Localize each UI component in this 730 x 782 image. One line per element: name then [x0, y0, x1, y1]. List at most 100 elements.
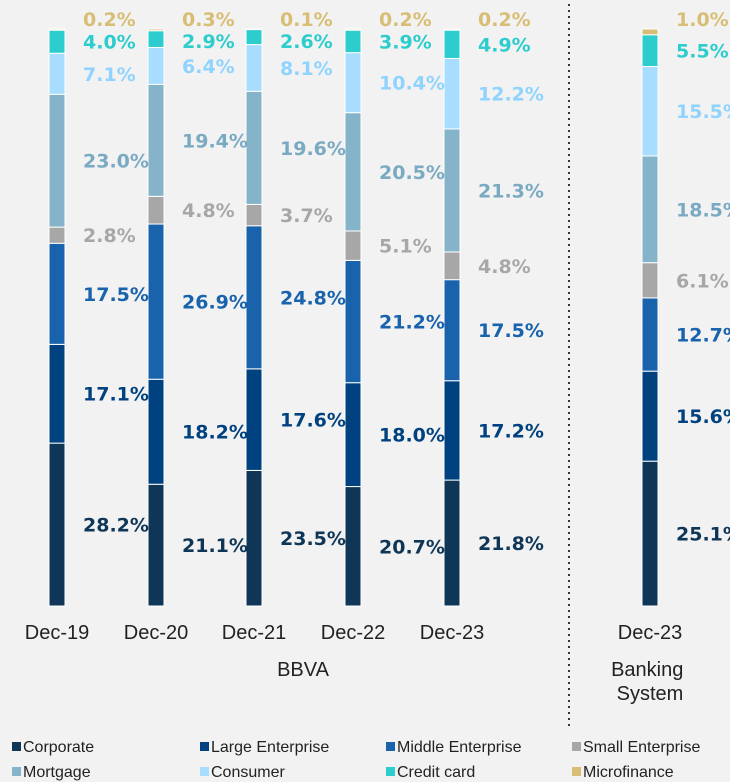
- bar-segment: [443, 380, 461, 481]
- legend-label: Consumer: [211, 764, 285, 781]
- value-label: 3.9%: [379, 31, 432, 53]
- value-label: 17.5%: [478, 320, 544, 342]
- value-label: 0.2%: [83, 9, 136, 31]
- legend-item: Corporate: [12, 739, 94, 756]
- legend-label: Mortgage: [23, 764, 91, 781]
- value-label: 17.6%: [280, 410, 346, 432]
- value-label: 21.8%: [478, 533, 544, 555]
- category-label: Dec-22: [321, 622, 385, 644]
- bar-segment: [443, 128, 461, 253]
- legend-item: Credit card: [386, 764, 475, 781]
- bar-segment: [443, 28, 461, 31]
- value-label: 15.6%: [676, 406, 730, 428]
- legend-label: Small Enterprise: [583, 739, 700, 756]
- bar-segment: [344, 486, 362, 607]
- value-label: 12.2%: [478, 84, 544, 106]
- bar-segment: [48, 93, 66, 228]
- bar-segment: [245, 203, 263, 227]
- value-label: 10.4%: [379, 73, 445, 95]
- bar-segment: [147, 223, 165, 380]
- value-label: 4.9%: [478, 34, 531, 56]
- bar-segment: [443, 57, 461, 130]
- legend-label: Microfinance: [583, 764, 674, 781]
- legend-swatch: [386, 742, 395, 751]
- bar-segment: [147, 30, 165, 48]
- bar-segment: [48, 343, 66, 444]
- bar-segment: [641, 370, 659, 462]
- legend-item: Middle Enterprise: [386, 739, 522, 756]
- category-label: Dec-19: [25, 622, 89, 644]
- bar-segment: [344, 259, 362, 384]
- bar-segment: [641, 28, 659, 36]
- legend-item: Mortgage: [12, 764, 91, 781]
- value-label: 17.2%: [478, 420, 544, 442]
- value-label: 17.1%: [83, 384, 149, 406]
- value-label: 4.8%: [478, 256, 531, 278]
- legend-swatch: [572, 767, 581, 776]
- value-label: 18.2%: [182, 422, 248, 444]
- value-label: 21.2%: [379, 312, 445, 334]
- legend-label: Large Enterprise: [211, 739, 329, 756]
- value-label: 2.8%: [83, 225, 136, 247]
- value-label: 0.3%: [182, 9, 235, 31]
- bar-segment: [245, 225, 263, 370]
- bar-segment: [344, 28, 362, 31]
- bar-segment: [443, 279, 461, 382]
- bar-segment: [245, 29, 263, 46]
- value-label: 23.0%: [83, 151, 149, 173]
- category-label: Dec-20: [124, 622, 188, 644]
- legend-swatch: [200, 742, 209, 751]
- bar-segment: [245, 44, 263, 92]
- legend-item: Large Enterprise: [200, 739, 329, 756]
- legend-swatch: [12, 767, 21, 776]
- legend-label: Credit card: [397, 764, 475, 781]
- bar-segment: [245, 368, 263, 471]
- value-label: 17.5%: [83, 284, 149, 306]
- bar-segment: [641, 297, 659, 372]
- legend-swatch: [572, 742, 581, 751]
- legend-label: Corporate: [23, 739, 94, 756]
- bar-segment: [344, 52, 362, 114]
- value-label: 25.1%: [676, 524, 730, 546]
- value-label: 6.1%: [676, 270, 729, 292]
- legend-item: Microfinance: [572, 764, 674, 781]
- value-label: 5.5%: [676, 41, 729, 63]
- legend-swatch: [12, 742, 21, 751]
- bar-segment: [443, 251, 461, 281]
- bar-segment: [48, 28, 66, 31]
- bar-segment: [245, 469, 263, 607]
- value-label: 4.8%: [182, 200, 235, 222]
- legend: Corporate Large Enterprise Middle Enterpri…: [12, 739, 700, 781]
- value-label: 5.1%: [379, 236, 432, 258]
- category-label: Dec-23: [618, 622, 682, 644]
- legend-label: Middle Enterprise: [397, 739, 522, 756]
- value-label: 21.1%: [182, 535, 248, 557]
- value-label: 21.3%: [478, 180, 544, 202]
- bar-segment: [443, 29, 461, 59]
- legend-swatch: [200, 767, 209, 776]
- category-labels-layer: Dec-19 Dec-20 Dec-21 Dec-22 Dec-23 Dec-23: [25, 622, 682, 644]
- value-label: 19.6%: [280, 138, 346, 160]
- bar-segment: [48, 226, 66, 244]
- group-label-banking-system: Banking System: [611, 659, 689, 705]
- value-label: 3.7%: [280, 205, 333, 227]
- value-label: 19.4%: [182, 130, 248, 152]
- bar-segment: [147, 83, 165, 197]
- bar-segment: [641, 155, 659, 264]
- value-label: 4.0%: [83, 32, 136, 54]
- value-label: 0.2%: [478, 9, 531, 31]
- bar-segment: [641, 34, 659, 68]
- value-labels-layer: 28.2%17.1%17.5%2.8%23.0%7.1%4.0%0.2%21.1…: [83, 9, 730, 558]
- bar-segment: [344, 112, 362, 232]
- value-label: 8.1%: [280, 58, 333, 80]
- value-label: 28.2%: [83, 515, 149, 537]
- bar-segment: [443, 479, 461, 607]
- value-label: 1.0%: [676, 9, 729, 31]
- legend-item: Small Enterprise: [572, 739, 700, 756]
- category-label: Dec-23: [420, 622, 484, 644]
- bar-segment: [641, 66, 659, 157]
- bars-layer: [48, 28, 659, 607]
- value-label: 0.1%: [280, 9, 333, 31]
- bar-segment: [344, 29, 362, 54]
- value-label: 23.5%: [280, 528, 346, 550]
